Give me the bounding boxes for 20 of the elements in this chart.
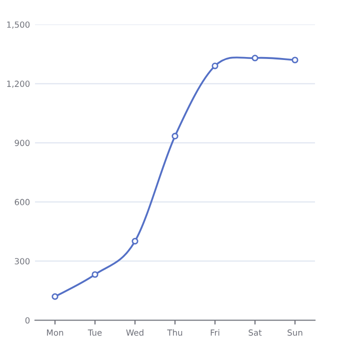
x-tick-label: Tue [88,330,102,336]
point [212,62,218,70]
y-tick-label: 600 [14,198,30,206]
x-tick-label: Thu [167,329,182,336]
point [92,271,98,278]
point [132,238,138,244]
x-tick-label: Mon [47,330,64,336]
y-tick-label: 900 [14,140,30,146]
point [292,56,298,64]
point [252,54,258,62]
x-tick-label: Fri [210,329,220,336]
point [172,132,178,140]
y-tick-label: 1,500 [7,21,30,29]
x-tick-label: Sat [248,329,262,336]
y-tick-label: 0 [25,317,30,324]
y-tick-label: 300 [14,258,30,264]
point [52,293,58,300]
x-tick-label: Wed [126,329,144,336]
y-tick-label: 1,200 [7,80,30,88]
x-tick-label: Sun [288,329,302,336]
